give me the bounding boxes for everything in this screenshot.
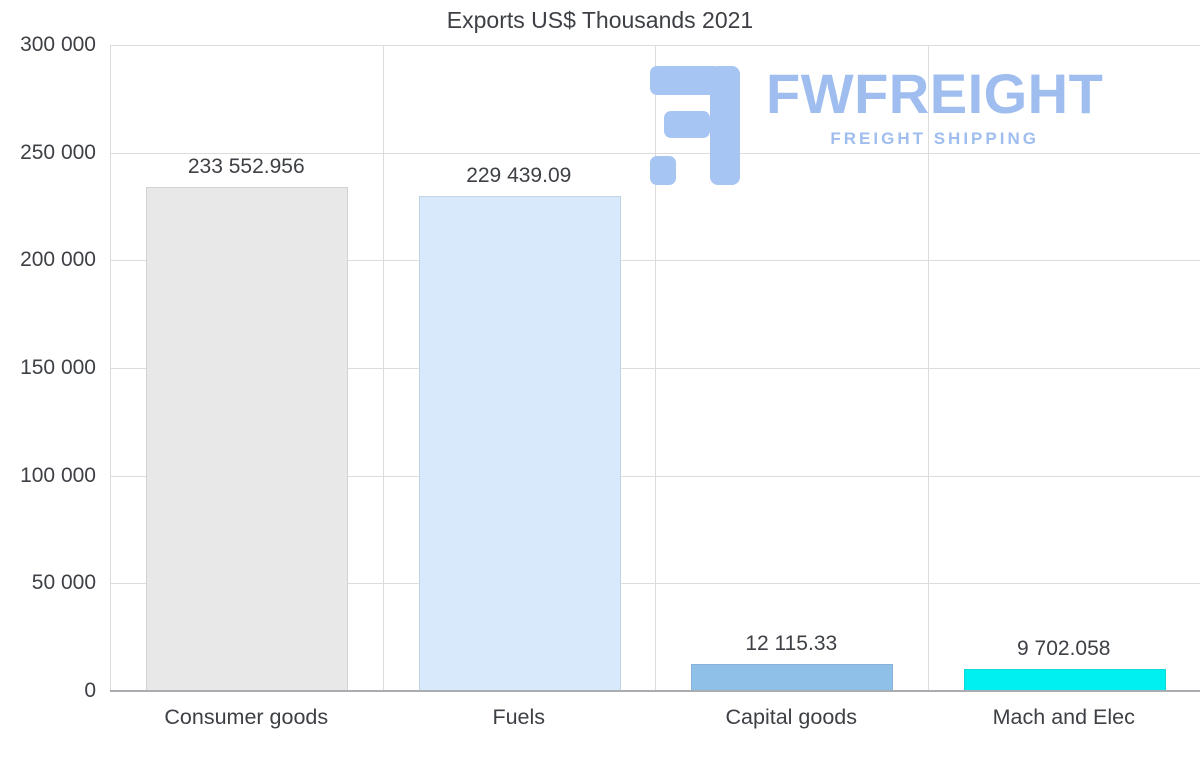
y-axis-label: 0: [84, 679, 96, 702]
brand-tagline: FREIGHT SHIPPING: [830, 129, 1039, 148]
bar-fuels: [418, 195, 621, 691]
fwfreight-watermark: FWFREIGHT FREIGHT SHIPPING: [648, 66, 1103, 185]
x-axis: Consumer goods Fuels Capital goods Mach and…: [110, 705, 1200, 745]
gridline-v: [927, 45, 929, 691]
x-axis-label-fuels: Fuels: [492, 705, 546, 729]
gridline-v: [382, 45, 384, 691]
y-axis-label: 200 000: [20, 248, 96, 272]
gridline-v: [655, 45, 656, 691]
y-axis-label: 250 000: [20, 140, 96, 164]
y-axis-label: 300 000: [20, 33, 96, 56]
y-axis: 0 50 000 100 000 150 000 200 000 250 000 300 0…: [0, 33, 104, 702]
bar-capital-goods: [691, 663, 894, 691]
fwfreight-logo-icon: [650, 66, 740, 185]
value-label-capital-goods: 12 115.33: [745, 631, 838, 655]
x-axis-label-consumer-goods: Consumer goods: [164, 705, 329, 729]
y-axis-label: 50 000: [31, 571, 96, 595]
value-label-consumer-goods: 233 552.956: [187, 155, 305, 179]
bar-consumer-goods: [146, 187, 349, 691]
y-axis-label: 100 000: [20, 463, 96, 487]
value-label-mach-and-elec: 9 702.058: [1017, 637, 1111, 661]
x-axis-label-mach-and-elec: Mach and Elec: [992, 705, 1135, 729]
value-label-fuels: 229 439.09: [466, 163, 572, 187]
plot-area: 233 552.956 229 439.09 12 115.33 9 702.058: [110, 45, 1200, 691]
x-axis-line: [110, 690, 1200, 692]
x-axis-label-capital-goods: Capital goods: [725, 705, 857, 729]
brand-block: FWFREIGHT FREIGHT SHIPPING: [766, 66, 1103, 149]
y-axis-label: 150 000: [20, 356, 96, 379]
chart-title: Exports US$ Thousands 2021: [446, 7, 754, 33]
bar-mach-and-elec: [963, 669, 1166, 691]
brand-name: FWFREIGHT: [766, 62, 1104, 125]
gridline-v: [110, 45, 111, 691]
